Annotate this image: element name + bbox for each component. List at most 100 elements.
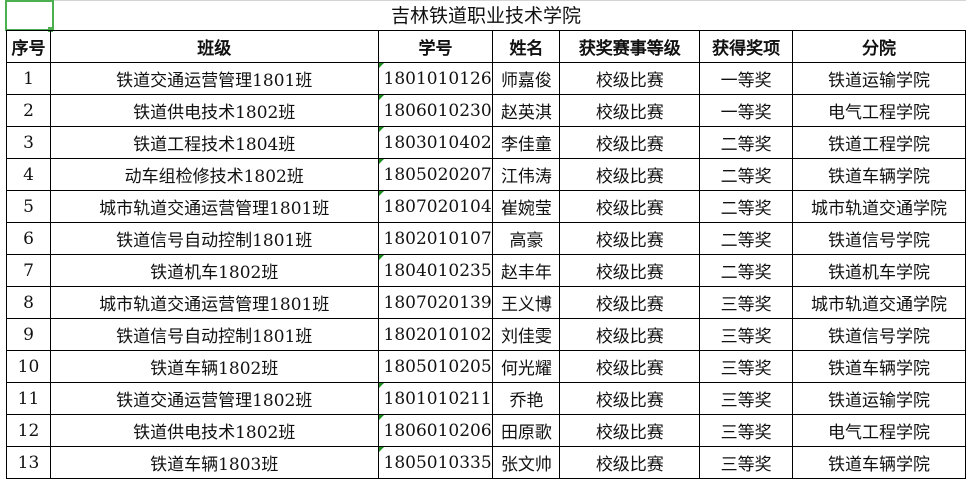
cell-student-id[interactable]: 1802010107: [377, 222, 494, 255]
cell-competition-level[interactable]: 校级比赛: [559, 190, 701, 223]
cell-competition-level[interactable]: 校级比赛: [559, 286, 701, 319]
cell-no[interactable]: 3: [6, 126, 51, 159]
cell-student-id[interactable]: 1806010230: [377, 94, 494, 127]
cell-no[interactable]: 8: [6, 286, 51, 319]
cell-student-id[interactable]: 1805010205: [377, 350, 494, 383]
header-no[interactable]: 序号: [6, 30, 51, 63]
cell-award[interactable]: 三等奖: [699, 382, 794, 415]
cell-award[interactable]: 三等奖: [699, 286, 794, 319]
cell-no[interactable]: 4: [6, 158, 51, 191]
cell-department[interactable]: 城市轨道交通学院: [792, 286, 966, 319]
cell-no[interactable]: 9: [6, 318, 51, 351]
cell-class[interactable]: 城市轨道交通运营管理1801班: [49, 286, 379, 319]
cell-student-id[interactable]: 1807020139: [377, 286, 494, 319]
cell-competition-level[interactable]: 校级比赛: [559, 414, 701, 447]
cell-name[interactable]: 王义博: [492, 286, 561, 319]
cell-award[interactable]: 一等奖: [699, 94, 794, 127]
cell-department[interactable]: 铁道运输学院: [792, 382, 966, 415]
cell-name[interactable]: 张文帅: [492, 446, 561, 479]
cell-department[interactable]: 铁道车辆学院: [792, 446, 966, 479]
cell-name[interactable]: 崔婉莹: [492, 190, 561, 223]
cell-student-id[interactable]: 1806010206: [377, 414, 494, 447]
cell-award[interactable]: 三等奖: [699, 318, 794, 351]
cell-class[interactable]: 铁道机车1802班: [49, 254, 379, 287]
cell-no[interactable]: 10: [6, 350, 51, 383]
cell-department[interactable]: 铁道机车学院: [792, 254, 966, 287]
cell-award[interactable]: 二等奖: [699, 190, 794, 223]
cell-name[interactable]: 高豪: [492, 222, 561, 255]
cell-no[interactable]: 2: [6, 94, 51, 127]
cell-name[interactable]: 乔艳: [492, 382, 561, 415]
sheet-title-cell[interactable]: 吉林铁道职业技术学院: [6, 0, 966, 31]
cell-no[interactable]: 1: [6, 62, 51, 95]
cell-name[interactable]: 赵丰年: [492, 254, 561, 287]
cell-class[interactable]: 铁道车辆1802班: [49, 350, 379, 383]
cell-name[interactable]: 刘佳雯: [492, 318, 561, 351]
cell-name[interactable]: 赵英淇: [492, 94, 561, 127]
cell-no[interactable]: 5: [6, 190, 51, 223]
cell-competition-level[interactable]: 校级比赛: [559, 318, 701, 351]
cell-competition-level[interactable]: 校级比赛: [559, 62, 701, 95]
cell-student-id[interactable]: 1805020207: [377, 158, 494, 191]
cell-name[interactable]: 李佳童: [492, 126, 561, 159]
cell-department[interactable]: 铁道车辆学院: [792, 158, 966, 191]
cell-no[interactable]: 6: [6, 222, 51, 255]
cell-class[interactable]: 铁道信号自动控制1801班: [49, 318, 379, 351]
header-student-id[interactable]: 学号: [377, 30, 494, 63]
cell-class[interactable]: 铁道工程技术1804班: [49, 126, 379, 159]
cell-competition-level[interactable]: 校级比赛: [559, 254, 701, 287]
cell-award[interactable]: 二等奖: [699, 222, 794, 255]
cell-student-id[interactable]: 1801010126: [377, 62, 494, 95]
cell-competition-level[interactable]: 校级比赛: [559, 446, 701, 479]
cell-award[interactable]: 三等奖: [699, 414, 794, 447]
cell-class[interactable]: 铁道信号自动控制1801班: [49, 222, 379, 255]
cell-department[interactable]: 铁道车辆学院: [792, 350, 966, 383]
cell-department[interactable]: 城市轨道交通学院: [792, 190, 966, 223]
cell-student-id[interactable]: 1802010102: [377, 318, 494, 351]
cell-award[interactable]: 三等奖: [699, 446, 794, 479]
cell-award[interactable]: 三等奖: [699, 350, 794, 383]
cell-student-id[interactable]: 1807020104: [377, 190, 494, 223]
cell-student-id[interactable]: 1803010402: [377, 126, 494, 159]
cell-student-id[interactable]: 1801010211: [377, 382, 494, 415]
cell-no[interactable]: 7: [6, 254, 51, 287]
cell-class[interactable]: 铁道交通运营管理1802班: [49, 382, 379, 415]
cell-class[interactable]: 铁道供电技术1802班: [49, 94, 379, 127]
cell-competition-level[interactable]: 校级比赛: [559, 350, 701, 383]
cell-award[interactable]: 二等奖: [699, 158, 794, 191]
cell-name[interactable]: 田原歌: [492, 414, 561, 447]
header-department[interactable]: 分院: [792, 30, 966, 63]
cell-class[interactable]: 铁道交通运营管理1801班: [49, 62, 379, 95]
cell-award[interactable]: 一等奖: [699, 62, 794, 95]
cell-class[interactable]: 动车组检修技术1802班: [49, 158, 379, 191]
cell-department[interactable]: 电气工程学院: [792, 94, 966, 127]
cell-competition-level[interactable]: 校级比赛: [559, 222, 701, 255]
cell-department[interactable]: 铁道信号学院: [792, 222, 966, 255]
header-competition-level[interactable]: 获奖赛事等级: [559, 30, 701, 63]
cell-competition-level[interactable]: 校级比赛: [559, 94, 701, 127]
cell-competition-level[interactable]: 校级比赛: [559, 126, 701, 159]
cell-name[interactable]: 师嘉俊: [492, 62, 561, 95]
cell-class[interactable]: 铁道供电技术1802班: [49, 414, 379, 447]
cell-department[interactable]: 铁道工程学院: [792, 126, 966, 159]
cell-department[interactable]: 铁道运输学院: [792, 62, 966, 95]
cell-no[interactable]: 11: [6, 382, 51, 415]
cell-no[interactable]: 12: [6, 414, 51, 447]
cell-student-id[interactable]: 1805010335: [377, 446, 494, 479]
selected-cell-a1[interactable]: [5, 0, 54, 31]
cell-department[interactable]: 电气工程学院: [792, 414, 966, 447]
cell-name[interactable]: 何光耀: [492, 350, 561, 383]
cell-award[interactable]: 二等奖: [699, 254, 794, 287]
cell-class[interactable]: 城市轨道交通运营管理1801班: [49, 190, 379, 223]
header-class[interactable]: 班级: [49, 30, 379, 63]
cell-department[interactable]: 铁道信号学院: [792, 318, 966, 351]
cell-no[interactable]: 13: [6, 446, 51, 479]
header-award[interactable]: 获得奖项: [699, 30, 794, 63]
cell-class[interactable]: 铁道车辆1803班: [49, 446, 379, 479]
cell-award[interactable]: 二等奖: [699, 126, 794, 159]
cell-student-id[interactable]: 1804010235: [377, 254, 494, 287]
fill-handle[interactable]: [48, 27, 53, 32]
cell-competition-level[interactable]: 校级比赛: [559, 158, 701, 191]
header-name[interactable]: 姓名: [492, 30, 561, 63]
cell-name[interactable]: 江伟涛: [492, 158, 561, 191]
